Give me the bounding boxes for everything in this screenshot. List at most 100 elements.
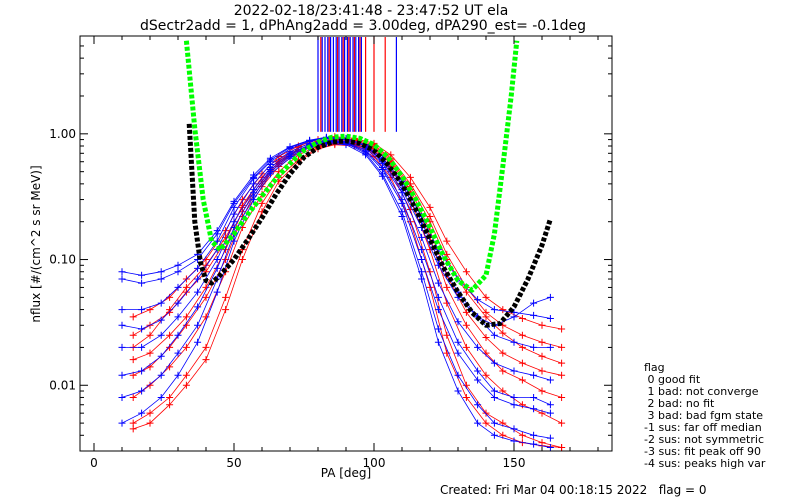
red-plus-marker <box>182 381 190 389</box>
blue-plus-marker <box>434 325 442 333</box>
legend-title: flag <box>644 361 665 374</box>
blue-plus-marker <box>213 264 221 272</box>
blue-plus-marker <box>174 331 182 339</box>
blue-plus-marker <box>398 189 406 197</box>
blue-plus-marker <box>250 196 258 204</box>
blue-plus-marker <box>157 331 165 339</box>
x-tick-label: 150 <box>503 456 526 470</box>
blue-plus-marker <box>530 343 538 351</box>
red-plus-marker <box>202 313 210 321</box>
red-profile-line <box>133 139 562 376</box>
red-plus-marker <box>518 431 526 439</box>
blue-plus-marker <box>454 338 462 346</box>
red-plus-marker <box>182 343 190 351</box>
red-plus-marker <box>129 425 137 433</box>
y-tick-label: 0.10 <box>49 253 76 267</box>
blue-plus-marker <box>434 338 442 346</box>
blue-plus-marker <box>546 409 554 417</box>
red-plus-marker <box>146 381 154 389</box>
red-plus-marker <box>258 199 266 207</box>
blue-plus-marker <box>474 367 482 375</box>
blue-plus-marker <box>194 321 202 329</box>
red-plus-marker <box>462 321 470 329</box>
blue-plus-marker <box>230 210 238 218</box>
red-plus-marker <box>482 409 490 417</box>
blue-plus-marker <box>118 371 126 379</box>
red-plus-marker <box>238 256 246 264</box>
x-axis-label: PA [deg] <box>321 466 371 480</box>
legend-item-0: 0 good fit <box>644 373 701 386</box>
blue-plus-marker <box>157 371 165 379</box>
blue-plus-marker <box>474 401 482 409</box>
legend-item-7: -4 sus: peaks high var <box>644 457 766 470</box>
blue-plus-marker <box>250 171 258 179</box>
red-plus-marker <box>482 293 490 301</box>
red-plus-marker <box>202 343 210 351</box>
blue-plus-marker <box>138 367 146 375</box>
blue-plus-marker <box>454 349 462 357</box>
red-plus-marker <box>558 419 566 427</box>
blue-plus-marker <box>510 425 518 433</box>
top-lines-layer <box>317 37 397 132</box>
blue-plus-marker <box>230 203 238 211</box>
red-plus-marker <box>518 314 526 322</box>
red-plus-marker <box>518 401 526 409</box>
red-profile-line <box>132 142 562 448</box>
blue-plus-marker <box>454 371 462 379</box>
blue-plus-marker <box>266 154 274 162</box>
red-plus-marker <box>202 293 210 301</box>
blue-plus-marker <box>474 376 482 384</box>
blue-plus-marker <box>194 338 202 346</box>
blue-plus-marker <box>490 431 498 439</box>
red-plus-marker <box>129 393 137 401</box>
blue-plus-marker <box>286 148 294 156</box>
y-axis-label: nflux [#/(cm^2 s sr MeV)] <box>29 165 43 322</box>
red-plus-marker <box>146 349 154 357</box>
blue-plus-marker <box>454 387 462 395</box>
blue-plus-marker <box>474 343 482 351</box>
red-plus-marker <box>146 419 154 427</box>
blue-plus-marker <box>174 371 182 379</box>
blue-plus-marker <box>157 275 165 283</box>
blue-plus-marker <box>174 268 182 276</box>
blue-plus-marker <box>118 343 126 351</box>
red-plus-marker <box>482 419 490 427</box>
blue-plus-marker <box>418 233 426 241</box>
blue-plus-marker <box>194 303 202 311</box>
blue-plus-marker <box>138 271 146 279</box>
blue-plus-marker <box>530 371 538 379</box>
blue-plus-marker <box>250 180 258 188</box>
red-plus-marker <box>443 349 451 357</box>
blue-plus-marker <box>138 279 146 287</box>
red-plus-marker <box>443 283 451 291</box>
red-plus-marker <box>558 325 566 333</box>
red-plus-marker <box>166 393 174 401</box>
red-plus-marker <box>558 393 566 401</box>
blue-plus-marker <box>490 331 498 339</box>
red-plus-marker <box>182 371 190 379</box>
blue-plus-marker <box>398 199 406 207</box>
blue-plus-marker <box>490 393 498 401</box>
red-plus-marker <box>129 356 137 364</box>
blue-plus-marker <box>510 367 518 375</box>
legend-item-6: -3 sus: fit peak off 90 <box>644 445 761 458</box>
blue-plus-marker <box>378 172 386 180</box>
blue-plus-marker <box>157 268 165 276</box>
red-plus-marker <box>426 212 434 220</box>
blue-plus-marker <box>118 268 126 276</box>
x-tick-label: 0 <box>90 456 98 470</box>
red-plus-marker <box>146 306 154 314</box>
red-plus-marker <box>222 293 230 301</box>
blue-plus-marker <box>530 393 538 401</box>
blue-plus-marker <box>490 387 498 395</box>
blue-plus-marker <box>418 275 426 283</box>
red-plus-marker <box>166 331 174 339</box>
red-plus-marker <box>166 343 174 351</box>
blue-plus-marker <box>138 343 146 351</box>
blue-plus-marker <box>510 393 518 401</box>
blue-plus-marker <box>474 419 482 427</box>
red-plus-marker <box>482 371 490 379</box>
red-plus-marker <box>462 393 470 401</box>
red-plus-marker <box>538 321 546 329</box>
